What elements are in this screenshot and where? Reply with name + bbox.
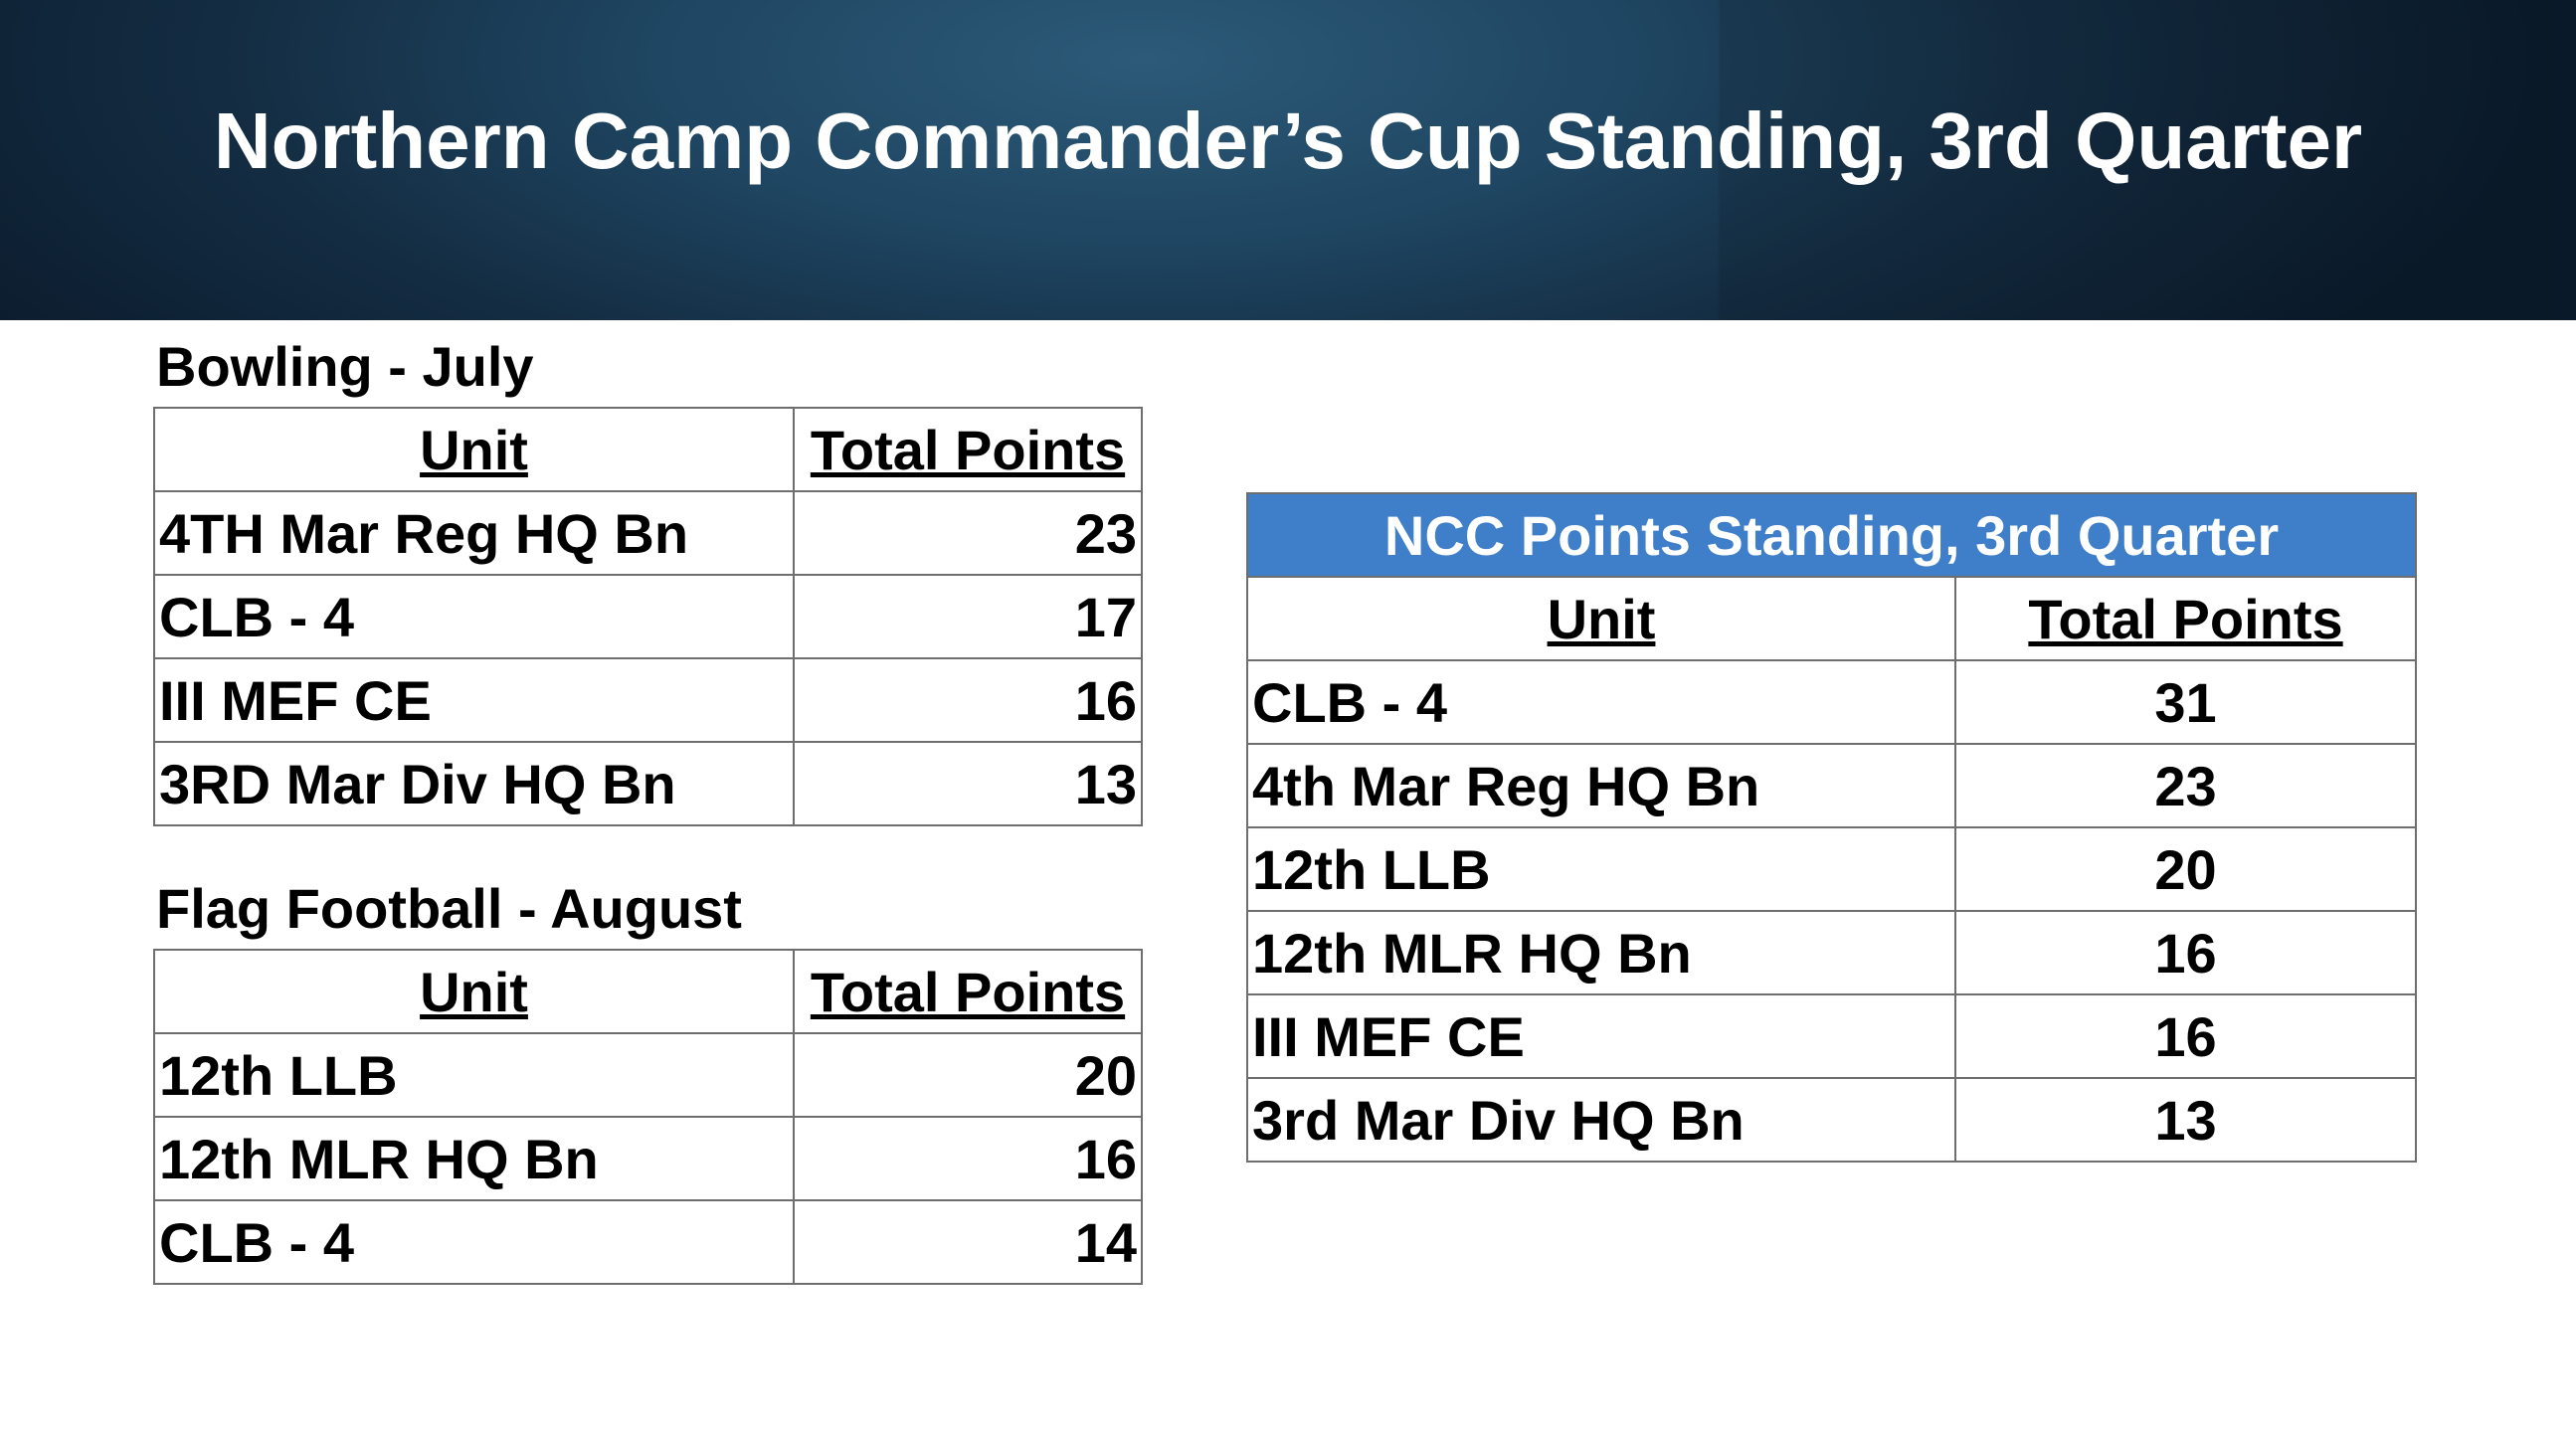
unit-cell: 12th MLR HQ Bn — [153, 1116, 795, 1201]
flag-football-label: Flag Football - August — [156, 877, 742, 940]
points-cell: 16 — [793, 1116, 1143, 1201]
ncc-title-row: NCC Points Standing, 3rd Quarter — [1245, 492, 2418, 578]
points-cell: 14 — [793, 1199, 1143, 1285]
table-row: 12th MLR HQ Bn 16 — [153, 1116, 1143, 1201]
table-row: III MEF CE 16 — [153, 657, 1143, 743]
unit-cell: III MEF CE — [1246, 993, 1956, 1079]
table-row: CLB - 4 17 — [153, 574, 1143, 659]
points-cell: 16 — [1953, 910, 2418, 995]
column-header-unit: Unit — [153, 407, 795, 492]
unit-cell: CLB - 4 — [1246, 659, 1956, 745]
points-cell: 16 — [1953, 993, 2418, 1079]
bowling-label: Bowling - July — [156, 335, 534, 398]
table-row: 3rd Mar Div HQ Bn 13 — [1246, 1077, 2418, 1163]
unit-cell: 3rd Mar Div HQ Bn — [1246, 1077, 1956, 1163]
column-header-unit: Unit — [153, 949, 795, 1034]
unit-cell: 12th LLB — [1246, 826, 1956, 912]
table-row: 3RD Mar Div HQ Bn 13 — [153, 741, 1143, 826]
points-cell: 20 — [1953, 826, 2418, 912]
table-header-row: Unit Total Points — [153, 949, 1143, 1034]
column-header-total-points: Total Points — [793, 949, 1143, 1034]
points-cell: 16 — [793, 657, 1143, 743]
table-row: CLB - 4 14 — [153, 1199, 1143, 1285]
unit-cell: CLB - 4 — [153, 1199, 795, 1285]
points-cell: 13 — [1953, 1077, 2418, 1163]
points-cell: 20 — [793, 1032, 1143, 1118]
unit-cell: 12th LLB — [153, 1032, 795, 1118]
unit-cell: 4TH Mar Reg HQ Bn — [153, 490, 795, 576]
points-cell: 13 — [793, 741, 1143, 826]
unit-cell: 12th MLR HQ Bn — [1246, 910, 1956, 995]
table-row: 4TH Mar Reg HQ Bn 23 — [153, 490, 1143, 576]
table-row: 12th LLB 20 — [153, 1032, 1143, 1118]
unit-cell: CLB - 4 — [153, 574, 795, 659]
flag-football-table: Unit Total Points 12th LLB 20 12th MLR H… — [153, 949, 1143, 1285]
unit-cell: 3RD Mar Div HQ Bn — [153, 741, 795, 826]
ncc-standing-table: NCC Points Standing, 3rd Quarter Unit To… — [1245, 492, 2418, 1163]
unit-cell: III MEF CE — [153, 657, 795, 743]
column-header-total-points: Total Points — [793, 407, 1143, 492]
points-cell: 23 — [1953, 743, 2418, 828]
table-header-row: Unit Total Points — [153, 407, 1143, 492]
points-cell: 23 — [793, 490, 1143, 576]
table-row: 12th MLR HQ Bn 16 — [1246, 910, 2418, 995]
title-banner: Northern Camp Commander’s Cup Standing, … — [0, 0, 2576, 320]
ncc-table-title: NCC Points Standing, 3rd Quarter — [1245, 492, 2418, 578]
table-row: 12th LLB 20 — [1246, 826, 2418, 912]
points-cell: 17 — [793, 574, 1143, 659]
column-header-unit: Unit — [1246, 576, 1956, 661]
table-row: 4th Mar Reg HQ Bn 23 — [1246, 743, 2418, 828]
unit-cell: 4th Mar Reg HQ Bn — [1246, 743, 1956, 828]
table-header-row: Unit Total Points — [1246, 576, 2418, 661]
bowling-table: Unit Total Points 4TH Mar Reg HQ Bn 23 C… — [153, 407, 1143, 826]
table-row: CLB - 4 31 — [1246, 659, 2418, 745]
column-header-total-points: Total Points — [1953, 576, 2418, 661]
table-row: III MEF CE 16 — [1246, 993, 2418, 1079]
page-title: Northern Camp Commander’s Cup Standing, … — [213, 96, 2363, 185]
points-cell: 31 — [1953, 659, 2418, 745]
